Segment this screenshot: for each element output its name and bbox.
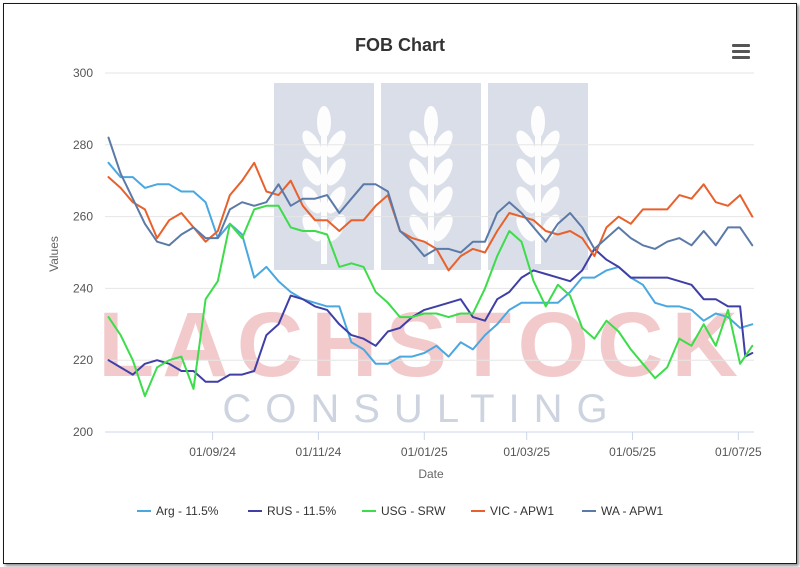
y-axis-title: Values bbox=[47, 236, 61, 272]
x-tick-label: 01/09/24 bbox=[189, 445, 236, 459]
series-line-rus-11-5[interactable] bbox=[107, 247, 754, 383]
x-axis: 01/09/24 01/11/24 01/01/25 01/03/25 01/05/25… bbox=[105, 431, 762, 459]
series-line-vic-apw1[interactable] bbox=[107, 161, 754, 272]
legend-item[interactable]: Arg - 11.5% bbox=[137, 504, 219, 518]
legend: Arg - 11.5% RUS - 11.5% USG - SRW VIC - APW… bbox=[137, 504, 664, 518]
legend-item[interactable]: WA - APW1 bbox=[582, 504, 664, 518]
legend-label: Arg - 11.5% bbox=[156, 504, 219, 518]
x-tick-label: 01/01/25 bbox=[401, 445, 448, 459]
legend-label: RUS - 11.5% bbox=[267, 504, 336, 518]
x-tick-label: 01/07/25 bbox=[715, 445, 762, 459]
wheat-ear-icon bbox=[516, 106, 560, 264]
x-tick-label: 01/11/24 bbox=[296, 445, 342, 459]
x-tick-label: 01/03/25 bbox=[503, 445, 550, 459]
fob-chart: LACHSTOCK CONSULTING FOB Chart 200220240… bbox=[47, 35, 762, 518]
series-lines bbox=[107, 136, 754, 398]
y-tick-label: 300 bbox=[73, 66, 93, 80]
watermark-line2: CONSULTING bbox=[222, 387, 621, 431]
y-tick-label: 200 bbox=[73, 425, 93, 439]
y-tick-label: 260 bbox=[73, 210, 93, 224]
chart-frame: LACHSTOCK CONSULTING FOB Chart 200 220 240… bbox=[3, 3, 797, 564]
series-line-wa-apw1[interactable] bbox=[107, 136, 754, 258]
legend-item[interactable]: RUS - 11.5% bbox=[248, 504, 336, 518]
y-tick-label: 280 bbox=[73, 138, 93, 152]
y-tick-label: 220 bbox=[73, 353, 93, 367]
y-tick-label: 240 bbox=[73, 281, 93, 295]
wheat-ear-icon bbox=[409, 106, 453, 264]
legend-item[interactable]: VIC - APW1 bbox=[471, 504, 554, 518]
hamburger-menu-icon[interactable] bbox=[732, 44, 750, 59]
x-axis-title: Date bbox=[418, 467, 444, 481]
chart-title: FOB Chart bbox=[355, 35, 445, 55]
legend-item[interactable]: USG - SRW bbox=[362, 504, 446, 518]
x-tick-label: 01/05/25 bbox=[609, 445, 656, 459]
legend-label: VIC - APW1 bbox=[490, 504, 554, 518]
y-axis-ticks: 200 220 240 260 280 300 bbox=[73, 66, 93, 439]
wheat-logo bbox=[274, 83, 588, 270]
wheat-ear-icon bbox=[302, 106, 346, 264]
series-line-usg-srw[interactable] bbox=[107, 204, 754, 398]
legend-label: USG - SRW bbox=[381, 504, 446, 518]
legend-label: WA - APW1 bbox=[601, 504, 664, 518]
